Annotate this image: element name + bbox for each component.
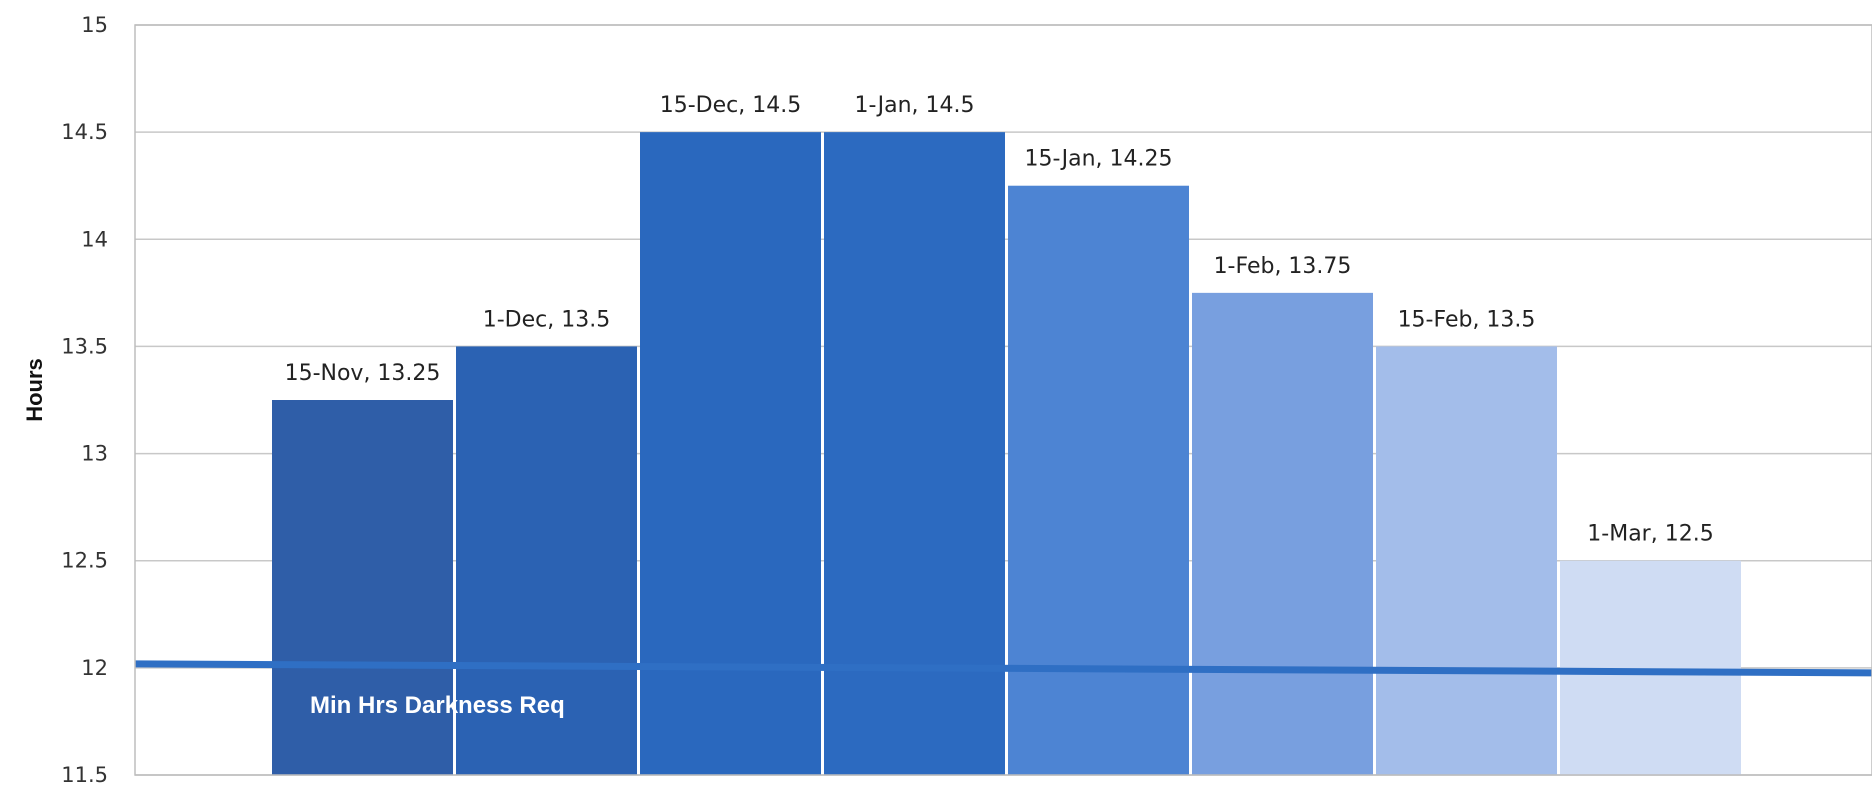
data-label: 1-Mar, 12.5 — [1587, 522, 1713, 547]
y-tick-label: 13.5 — [61, 334, 108, 358]
data-label: 1-Feb, 13.75 — [1214, 254, 1352, 279]
bar — [1192, 292, 1373, 775]
y-tick-label: 14 — [81, 227, 108, 251]
y-tick-label: 12.5 — [61, 549, 108, 573]
bar — [1008, 185, 1189, 775]
y-tick-label: 12 — [81, 656, 108, 680]
bar — [1376, 346, 1557, 775]
bar — [272, 400, 453, 775]
reference-line-label: Min Hrs Darkness Req — [310, 692, 565, 719]
y-axis-ticks: 11.5 12 12.5 13 13.5 14 14.5 15 — [61, 13, 108, 787]
y-tick-label: 14.5 — [61, 120, 108, 144]
data-label: 15-Jan, 14.25 — [1024, 147, 1172, 172]
data-label: 1-Jan, 14.5 — [854, 93, 974, 118]
bar — [1560, 560, 1741, 775]
y-tick-label: 15 — [81, 13, 108, 37]
data-label: 15-Feb, 13.5 — [1398, 307, 1536, 332]
plot-frame — [134, 24, 1872, 776]
data-label: 1-Dec, 13.5 — [483, 307, 610, 332]
min-darkness-reference-line — [134, 660, 1872, 677]
data-label: 15-Dec, 14.5 — [660, 93, 801, 118]
y-tick-label: 13 — [81, 442, 108, 466]
y-tick-label: 11.5 — [61, 763, 108, 787]
bar — [824, 132, 1005, 776]
data-label: 15-Nov, 13.25 — [285, 361, 441, 386]
data-labels: 15-Nov, 13.25 1-Dec, 13.5 15-Dec, 14.5 1-Ja… — [285, 93, 1714, 547]
y-axis-title: Hours — [22, 358, 47, 422]
bar — [456, 346, 637, 775]
bars — [272, 132, 1741, 776]
bar — [640, 132, 821, 776]
